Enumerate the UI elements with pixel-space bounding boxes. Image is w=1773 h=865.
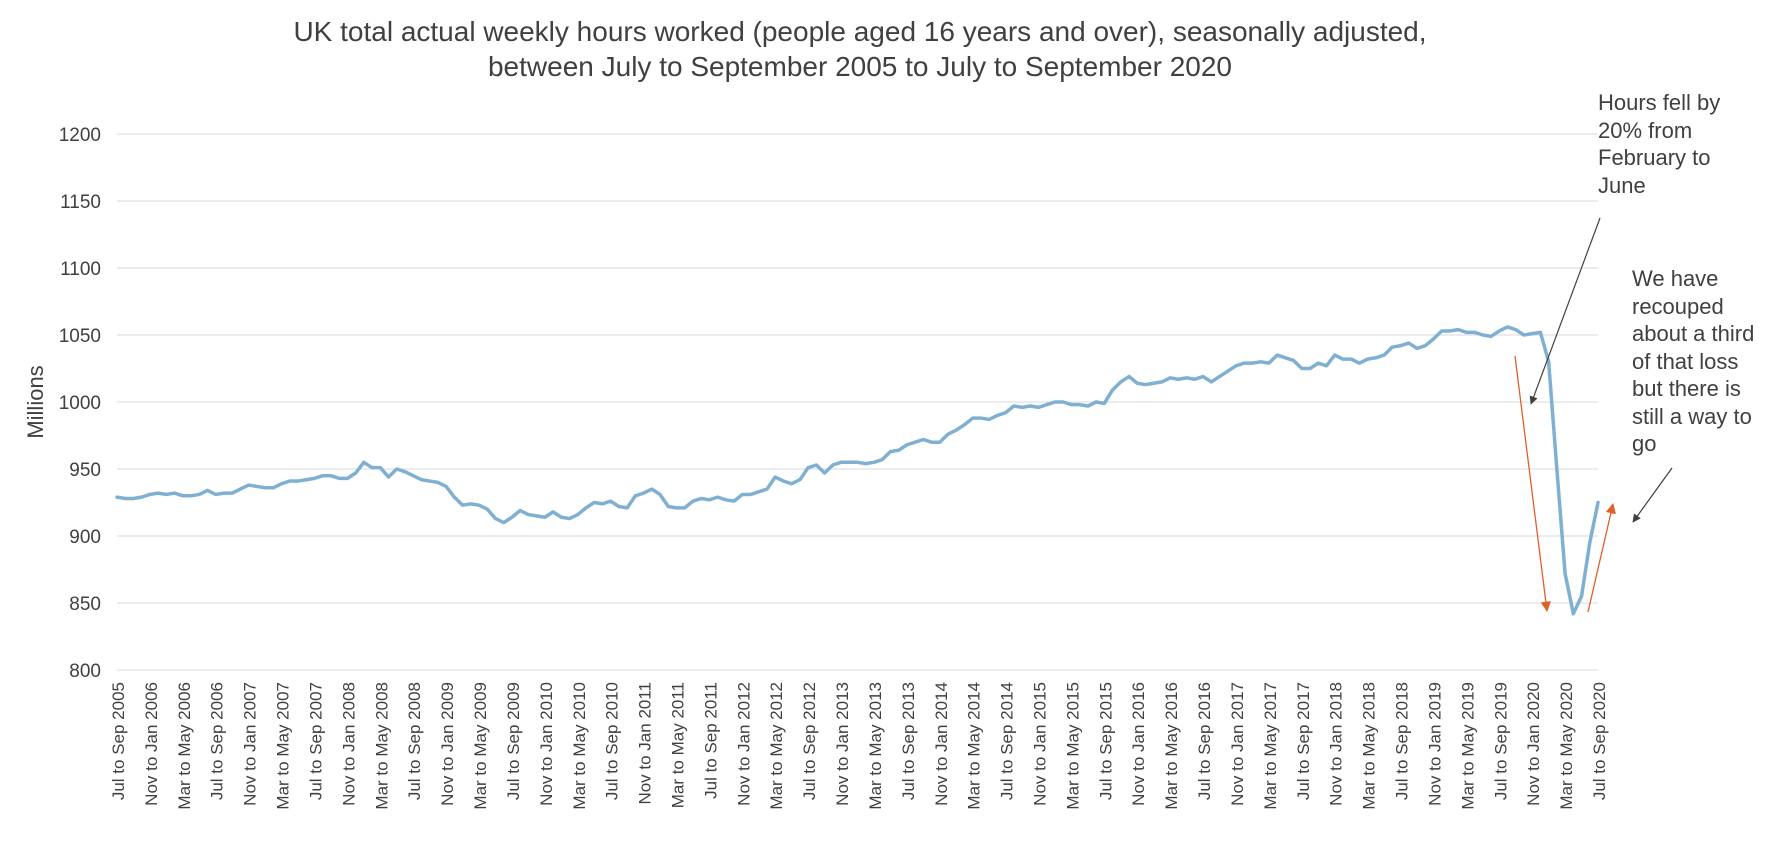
y-tick-label: 900: [69, 527, 101, 548]
x-tick-label: Mar to May 2013: [866, 682, 885, 810]
x-tick-label: Nov to Jan 2007: [241, 682, 260, 806]
annotation-recouped-line: go: [1632, 431, 1657, 456]
annotation-recouped: We have recouped about a third of that l…: [1632, 265, 1770, 458]
y-tick-label: 950: [69, 460, 101, 481]
x-tick-label: Mar to May 2009: [471, 682, 490, 810]
x-tick-label: Nov to Jan 2020: [1524, 682, 1543, 806]
annotation-recouped-line: but there is: [1632, 376, 1741, 401]
x-tick-label: Jul to Sep 2010: [603, 682, 622, 800]
annotation-recouped-line: recouped: [1632, 293, 1724, 319]
x-tick-label: Nov to Jan 2015: [1031, 682, 1050, 806]
x-axis-ticks: Jul to Sep 2005 Nov to Jan 2006 Mar to May…: [109, 682, 1609, 810]
trend-arrow-down: [1514, 355, 1551, 613]
annotation-fell: Hours fell by 20% from February to June: [1598, 89, 1748, 199]
x-tick-label: Nov to Jan 2019: [1425, 682, 1444, 806]
x-tick-label: Mar to May 2011: [668, 682, 687, 808]
x-tick-label: Mar to May 2010: [570, 682, 589, 810]
y-axis-ticks: 800 850 900 950 1000 1050 1100 1150 1200: [59, 125, 101, 682]
trend-arrow-up: [1587, 502, 1616, 613]
chart-title: UK total actual weekly hours worked (peo…: [0, 14, 1720, 84]
x-tick-label: Jul to Sep 2013: [899, 682, 918, 800]
x-tick-label: Jul to Sep 2016: [1195, 682, 1214, 800]
annotation-recouped-line: about a third: [1632, 321, 1755, 346]
y-axis-label: Millions: [23, 365, 48, 438]
x-tick-label: Jul to Sep 2008: [405, 682, 424, 800]
annotation-recouped-line: We have: [1632, 266, 1719, 291]
x-tick-label: Mar to May 2017: [1261, 682, 1280, 810]
x-tick-label: Jul to Sep 2007: [306, 682, 325, 800]
x-tick-label: Jul to Sep 2009: [504, 682, 523, 800]
x-tick-label: Nov to Jan 2018: [1327, 682, 1346, 806]
annotation-arrow-recouped: [1632, 467, 1673, 523]
y-tick-label: 1000: [59, 393, 101, 414]
y-tick-label: 1200: [59, 125, 101, 146]
chart-title-line-1: UK total actual weekly hours worked (peo…: [293, 16, 1427, 47]
x-tick-label: Mar to May 2015: [1063, 682, 1082, 810]
annotation-recouped-line: still a way to: [1632, 403, 1752, 429]
chart-title-line-2: between July to September 2005 to July t…: [487, 51, 1233, 82]
gridlines: [117, 133, 1598, 671]
x-tick-label: Jul to Sep 2015: [1096, 682, 1115, 800]
x-tick-label: Nov to Jan 2016: [1129, 682, 1148, 806]
x-tick-label: Jul to Sep 2006: [208, 682, 227, 800]
annotation-fell-line: 20% from: [1598, 117, 1693, 143]
x-tick-label: Jul to Sep 2012: [800, 682, 819, 800]
series-line-hours-worked: [115, 325, 1600, 616]
x-tick-label: Nov to Jan 2012: [734, 682, 753, 806]
x-tick-label: Nov to Jan 2017: [1228, 682, 1247, 806]
x-tick-label: Nov to Jan 2014: [932, 682, 951, 806]
x-tick-label: Mar to May 2018: [1360, 682, 1379, 810]
annotation-fell-line: February to: [1598, 145, 1711, 170]
x-tick-label: Nov to Jan 2009: [438, 682, 457, 806]
annotation-fell-line: Hours fell by: [1598, 90, 1721, 115]
x-tick-label: Nov to Jan 2008: [339, 682, 358, 806]
x-tick-label: Nov to Jan 2013: [833, 682, 852, 806]
x-tick-label: Nov to Jan 2010: [537, 682, 556, 806]
y-tick-label: 800: [69, 661, 101, 682]
x-tick-label: Mar to May 2008: [372, 682, 391, 810]
annotation-fell-line: June: [1598, 172, 1646, 198]
x-tick-label: Mar to May 2012: [767, 682, 786, 810]
x-tick-label: Jul to Sep 2018: [1393, 682, 1412, 800]
x-tick-label: Jul to Sep 2020: [1590, 682, 1609, 800]
y-tick-label: 1050: [59, 326, 101, 347]
x-tick-label: Mar to May 2014: [965, 682, 984, 810]
x-tick-label: Mar to May 2020: [1557, 682, 1576, 810]
x-tick-label: Jul to Sep 2011: [701, 682, 720, 799]
x-tick-label: Jul to Sep 2014: [998, 682, 1017, 800]
x-tick-label: Mar to May 2006: [175, 682, 194, 810]
x-tick-label: Nov to Jan 2011: [636, 682, 655, 805]
x-tick-label: Mar to May 2007: [274, 682, 293, 810]
x-tick-label: Jul to Sep 2017: [1294, 682, 1313, 800]
x-tick-label: Mar to May 2016: [1162, 682, 1181, 810]
y-tick-label: 1150: [60, 192, 101, 213]
y-tick-label: 850: [69, 594, 101, 615]
x-tick-label: Nov to Jan 2006: [142, 682, 161, 806]
annotation-recouped-line: of that loss: [1632, 348, 1739, 374]
annotation-arrow-fell: [1529, 217, 1601, 405]
x-tick-label: Mar to May 2019: [1458, 682, 1477, 810]
x-tick-label: Jul to Sep 2005: [109, 682, 128, 800]
y-tick-label: 1100: [60, 259, 101, 280]
x-tick-label: Jul to Sep 2019: [1491, 682, 1510, 800]
